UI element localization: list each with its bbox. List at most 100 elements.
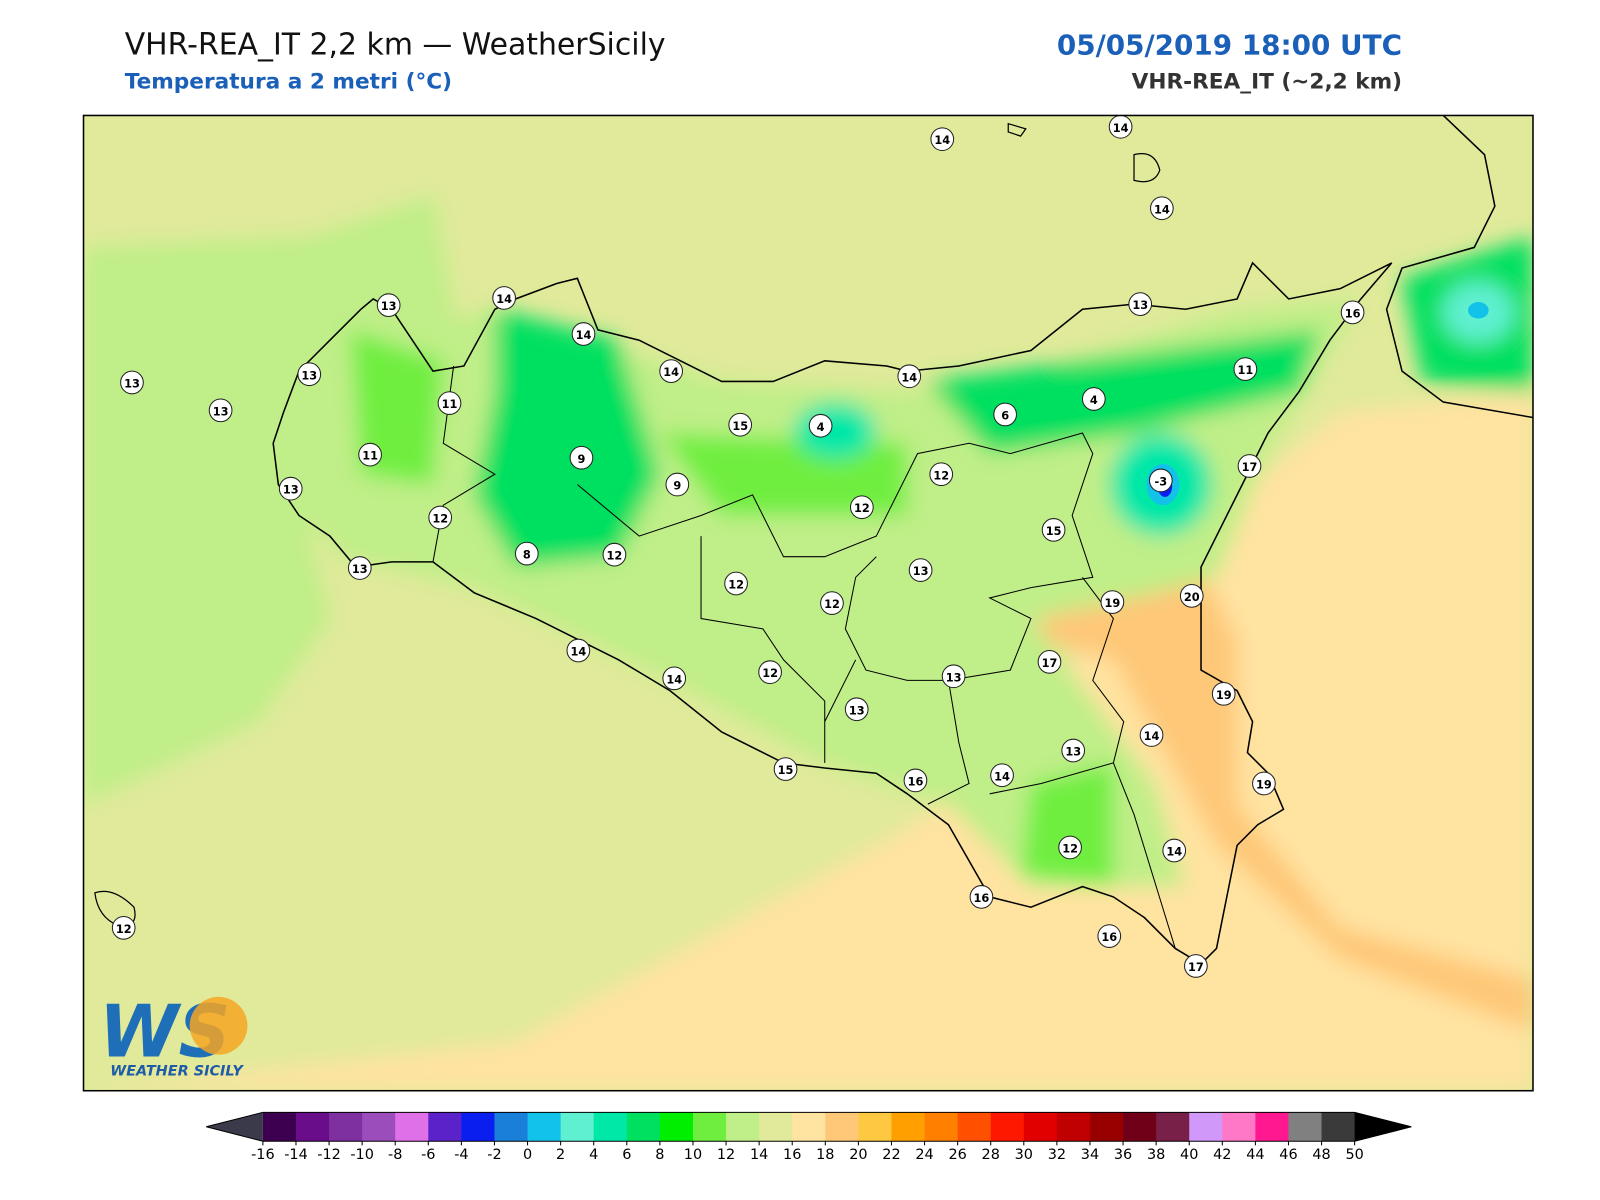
station-value: 15 [778,763,794,777]
station: 19 [1211,681,1236,706]
station: 8 [514,541,539,566]
station-value: 14 [570,645,586,659]
colorbar-tick-label: 34 [1081,1147,1099,1163]
station: 13 [1128,292,1153,316]
colorbar-tick-label: 38 [1147,1147,1165,1163]
station: 14 [1162,838,1187,863]
colorbar-bin [262,1112,297,1142]
station: 15 [728,412,753,437]
colorbar-tick-label: 28 [982,1147,1000,1163]
colorbar-tick-label: 46 [1279,1147,1297,1163]
station-value: 8 [523,548,531,562]
station: 16 [1340,300,1365,325]
logo-name: WEATHER SICILY [110,1063,244,1079]
station-value: 15 [1046,524,1062,538]
colorbar-tick-label: 40 [1180,1147,1198,1163]
station-value: 14 [934,133,950,147]
station-marker [376,293,401,318]
colorbar-bin [726,1112,760,1142]
station: 13 [297,362,322,387]
station: 11 [1233,357,1258,381]
station-value: 16 [974,891,990,905]
station: 13 [208,398,233,423]
station-marker [969,885,994,909]
station: 14 [1108,115,1133,139]
colorbar-bin [1288,1112,1323,1142]
station-value: 15 [732,419,748,433]
station-marker [1100,590,1125,614]
station: 12 [428,505,453,530]
station-marker [930,127,955,152]
colorbar-tick-label: -16 [251,1147,275,1163]
colorbar-bin [1023,1112,1058,1142]
station: 13 [908,558,933,582]
colorbar-bin [924,1112,959,1142]
station: 20 [1179,584,1204,608]
colorbar-tick-label: 48 [1312,1147,1330,1163]
colorbar-bin [461,1112,495,1142]
colorbar-bin [362,1112,396,1142]
colorbar-bin [759,1112,793,1142]
stations: 13 14 14 14 13 13 13 11 11 13 12 13 9 9 8 12 15 4 14 14 14 14… [111,115,1365,978]
station-marker [297,362,322,387]
logo-sun [189,996,248,1055]
colorbar-bin [957,1112,992,1142]
station-marker [278,476,303,501]
station-value: 9 [673,479,681,493]
station: 13 [376,293,401,318]
station: 16 [903,768,928,793]
datetime: 05/05/2019 18:00 UTC [1057,29,1402,62]
colorbar-tick-label: -2 [487,1147,501,1163]
colorbar-bin [527,1112,562,1142]
station-value: 14 [666,672,682,686]
station-marker [514,541,539,566]
station-value: 14 [1113,121,1129,135]
colorbar-tick-label: 30 [1015,1147,1033,1163]
station-marker [758,660,782,685]
station: 17 [1037,650,1062,674]
station-value: 17 [1242,460,1258,474]
colorbar-bin [825,1112,859,1142]
colorbar-over [1354,1112,1412,1142]
station-value: 12 [607,549,623,563]
colorbar-bin [494,1112,529,1142]
station-value: 14 [994,769,1010,783]
colorbar-tick-label: -10 [350,1147,374,1163]
station: 14 [566,638,591,663]
coastline [272,261,1393,965]
colorbar-tick-label: 8 [655,1147,664,1163]
colorbar-tick-label: 10 [684,1147,702,1163]
station: 17 [1237,454,1262,478]
station-marker [728,412,753,437]
station-marker [1041,518,1066,542]
station-marker [208,398,233,423]
station-marker [665,472,690,497]
colorbar-tick-label: -12 [317,1147,341,1163]
station-value: 12 [933,468,949,482]
station-marker [1097,924,1122,948]
station-value: 14 [576,328,592,342]
station: 13 [120,370,144,395]
station-marker [1139,723,1164,747]
station: 12 [850,495,874,520]
station-marker [850,495,874,520]
field-area [793,402,877,460]
field-area [1020,762,1114,887]
station-value: 19 [1104,596,1120,610]
station-marker [993,402,1018,427]
colorbar-tick-label: 18 [816,1147,834,1163]
colorbar-under [206,1112,263,1142]
station-value: -3 [1155,474,1168,488]
station: 14 [897,364,922,389]
model-label: VHR-REA_IT (~2,2 km) [1132,70,1402,95]
station: 19 [1252,771,1276,796]
colorbar-bin [1123,1112,1157,1142]
station-value: 13 [946,670,962,684]
station-marker [1237,454,1262,478]
station-marker [1148,468,1173,493]
station-marker [1252,771,1276,796]
colorbar-tick-label: 50 [1345,1147,1363,1163]
station: 19 [1100,590,1125,614]
station: 16 [1097,924,1122,948]
station-value: 20 [1184,590,1200,604]
